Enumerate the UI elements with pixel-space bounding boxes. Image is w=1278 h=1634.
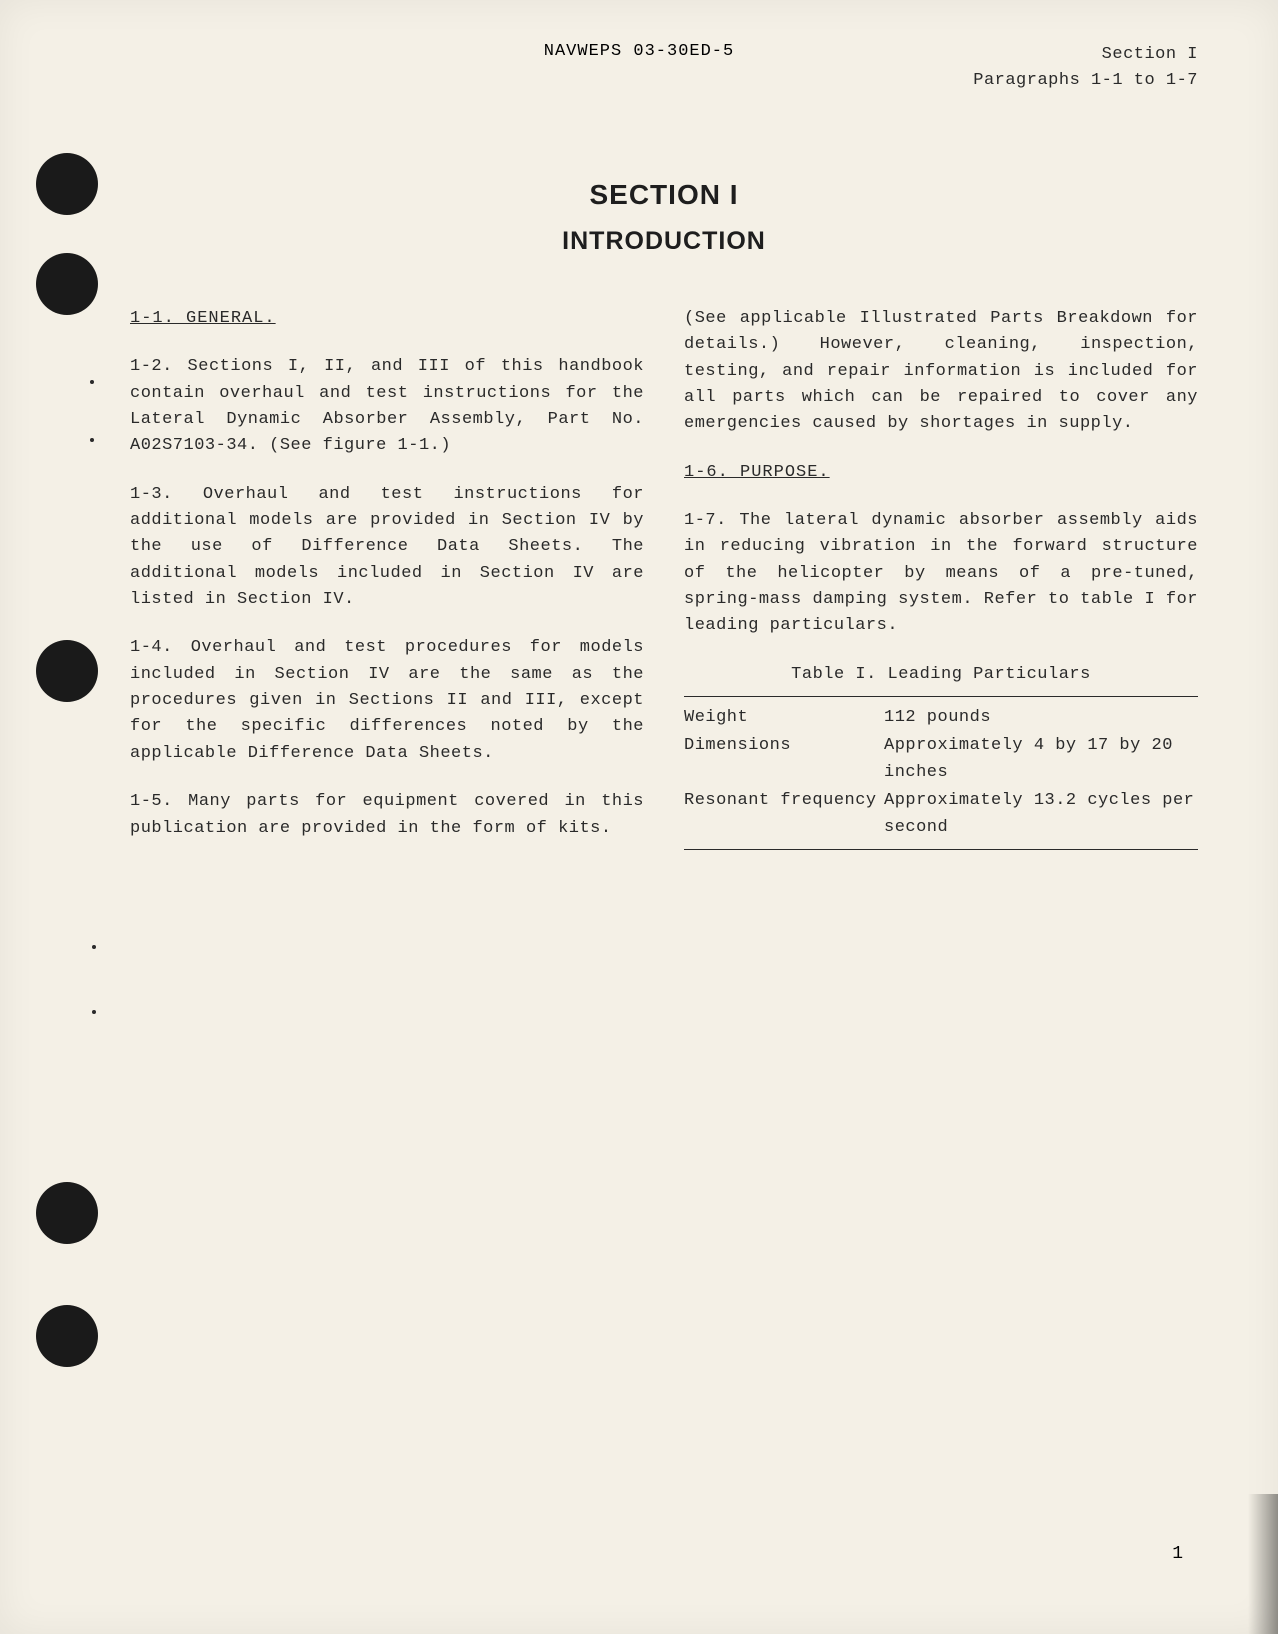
table-caption: Table I. Leading Particulars <box>684 662 1198 688</box>
punch-hole <box>36 1305 98 1367</box>
stray-mark <box>90 438 94 442</box>
right-column: (See applicable Illustrated Parts Breakd… <box>684 306 1198 864</box>
table-row: Resonant frequency Approximately 13.2 cy… <box>684 788 1198 841</box>
para-1-5-cont: (See applicable Illustrated Parts Breakd… <box>684 306 1198 438</box>
table-value: 112 pounds <box>884 705 1198 731</box>
table-leading-particulars: Weight 112 pounds Dimensions Approximate… <box>684 696 1198 850</box>
body-columns: 1-1. GENERAL. 1-2. Sections I, II, and I… <box>130 306 1198 864</box>
heading-purpose: 1-6. PURPOSE. <box>684 460 830 486</box>
table-label: Dimensions <box>684 733 884 786</box>
section-subtitle: INTRODUCTION <box>130 227 1198 256</box>
page-edge-shadow <box>1248 1494 1278 1634</box>
table-label: Resonant frequency <box>684 788 884 841</box>
punch-hole <box>36 640 98 702</box>
table-label: Weight <box>684 705 884 731</box>
table-value: Approximately 13.2 cycles per second <box>884 788 1198 841</box>
heading-general: 1-1. GENERAL. <box>130 306 276 332</box>
table-value: Approximately 4 by 17 by 20 inches <box>884 733 1198 786</box>
header-paragraphs: Paragraphs 1-1 to 1-7 <box>973 68 1198 94</box>
page-number: 1 <box>1172 1544 1183 1564</box>
punch-hole <box>36 253 98 315</box>
para-1-4: 1-4. Overhaul and test procedures for mo… <box>130 635 644 767</box>
punch-hole <box>36 153 98 215</box>
section-title: SECTION I <box>130 179 1198 211</box>
left-column: 1-1. GENERAL. 1-2. Sections I, II, and I… <box>130 306 644 864</box>
para-1-2: 1-2. Sections I, II, and III of this han… <box>130 354 644 459</box>
header-doc-id: NAVWEPS 03-30ED-5 <box>0 42 1278 61</box>
document-page: NAVWEPS 03-30ED-5 Section I Paragraphs 1… <box>0 0 1278 1634</box>
stray-mark <box>90 380 94 384</box>
punch-hole <box>36 1182 98 1244</box>
para-1-7: 1-7. The lateral dynamic absorber assemb… <box>684 508 1198 640</box>
para-1-3: 1-3. Overhaul and test instructions for … <box>130 482 644 614</box>
stray-mark <box>92 945 96 949</box>
table-row: Weight 112 pounds <box>684 705 1198 731</box>
stray-mark <box>92 1010 96 1014</box>
table-row: Dimensions Approximately 4 by 17 by 20 i… <box>684 733 1198 786</box>
para-1-5: 1-5. Many parts for equipment covered in… <box>130 789 644 842</box>
